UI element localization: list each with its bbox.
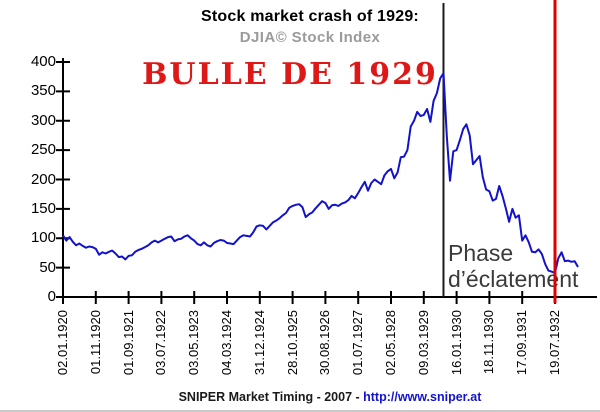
x-tick-label: 31.12.1924 (251, 310, 267, 376)
y-tick-label: 300 (30, 111, 56, 129)
phase-annotation: Phase d’éclatement (448, 240, 578, 292)
phase-annotation-line2: d’éclatement (448, 266, 579, 292)
credit-text: SNIPER Market Timing - 2007 - (178, 390, 364, 404)
x-tick-label: 03.05.1923 (186, 310, 202, 376)
y-tick-label: 250 (30, 141, 56, 159)
x-tick-label: 02.01.1920 (55, 310, 70, 376)
x-tick-label: 28.10.1925 (284, 310, 300, 376)
x-tick-label: 19.07.1932 (547, 310, 562, 376)
x-tick-label: 18.11.1930 (481, 310, 497, 375)
x-tick-label: 03.07.1922 (153, 310, 169, 376)
x-tick-label: 02.05.1928 (383, 310, 398, 376)
x-tick-label: 01.07.1927 (350, 310, 366, 376)
y-tick-label: 100 (30, 229, 56, 247)
y-tick-label: 350 (30, 82, 56, 100)
y-tick-label: 50 (39, 258, 56, 276)
y-tick-label: 0 (47, 288, 56, 305)
x-tick-label: 09.03.1929 (415, 310, 431, 376)
x-tick-label: 30.08.1926 (317, 310, 333, 376)
y-tick-label: 200 (30, 170, 56, 188)
footer-caption: SNIPER Market Timing - 2007 - http://www… (60, 390, 600, 404)
phase-annotation-line1: Phase (448, 240, 514, 266)
title-block: Stock market crash of 1929: DJIA© Stock … (60, 8, 560, 46)
x-tick-label: 01.09.1921 (120, 310, 136, 376)
x-tick-label: 04.03.1924 (219, 310, 234, 376)
x-tick-label: 17.09.1931 (514, 310, 530, 376)
sniper-link[interactable]: http://www.sniper.at (363, 390, 482, 404)
x-tick-label: 01.11.1920 (87, 310, 103, 375)
chart-title: Stock market crash of 1929: (201, 8, 419, 25)
y-tick-label: 400 (30, 53, 56, 70)
x-tick-label: 16.01.1930 (448, 310, 464, 376)
bulle-banner: BULLE DE 1929 (142, 57, 438, 92)
y-tick-label: 150 (30, 199, 56, 217)
chart-subtitle: DJIA© Stock Index (239, 29, 381, 46)
